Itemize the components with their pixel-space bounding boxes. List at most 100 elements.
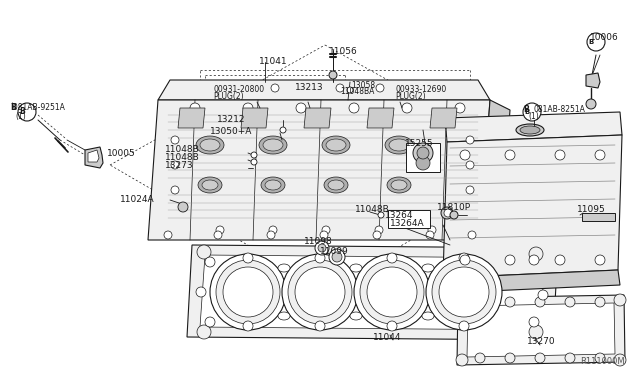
Circle shape	[413, 143, 433, 163]
Text: 11048B: 11048B	[165, 154, 200, 163]
Circle shape	[586, 99, 596, 109]
Circle shape	[441, 207, 453, 219]
Circle shape	[329, 249, 345, 265]
Circle shape	[535, 297, 545, 307]
Ellipse shape	[385, 136, 413, 154]
Text: 13058: 13058	[351, 81, 375, 90]
Circle shape	[614, 294, 626, 306]
Ellipse shape	[263, 139, 283, 151]
Circle shape	[475, 353, 485, 363]
Polygon shape	[200, 255, 545, 330]
Circle shape	[171, 136, 179, 144]
Text: B: B	[10, 103, 16, 112]
Circle shape	[428, 226, 436, 234]
Polygon shape	[148, 100, 490, 240]
Circle shape	[196, 287, 206, 297]
Polygon shape	[187, 245, 558, 340]
Circle shape	[565, 297, 575, 307]
Polygon shape	[430, 108, 457, 128]
Circle shape	[347, 87, 353, 93]
Text: (1): (1)	[15, 112, 26, 121]
Circle shape	[460, 255, 470, 265]
Circle shape	[466, 186, 474, 194]
Circle shape	[18, 103, 36, 121]
Circle shape	[595, 297, 605, 307]
Ellipse shape	[324, 177, 348, 193]
Circle shape	[171, 186, 179, 194]
Circle shape	[288, 260, 352, 324]
Text: B: B	[524, 109, 530, 115]
Circle shape	[416, 156, 430, 170]
Polygon shape	[586, 73, 600, 88]
Text: 00933-12690: 00933-12690	[395, 86, 446, 94]
Circle shape	[426, 231, 434, 239]
Polygon shape	[88, 150, 99, 162]
Circle shape	[329, 71, 337, 79]
Circle shape	[315, 253, 325, 263]
Text: ´081AB-9251A: ´081AB-9251A	[10, 103, 66, 112]
Circle shape	[460, 150, 470, 160]
Circle shape	[375, 226, 383, 234]
Circle shape	[296, 103, 306, 113]
Text: 11048B: 11048B	[165, 145, 200, 154]
Circle shape	[197, 325, 211, 339]
Ellipse shape	[198, 177, 222, 193]
Circle shape	[267, 231, 275, 239]
Ellipse shape	[389, 139, 409, 151]
Circle shape	[535, 353, 545, 363]
Text: 11041: 11041	[259, 58, 287, 67]
Circle shape	[251, 152, 257, 158]
Text: 11048B: 11048B	[355, 205, 390, 215]
Text: 00931-20800: 00931-20800	[213, 86, 264, 94]
Circle shape	[320, 231, 328, 239]
Circle shape	[378, 212, 384, 218]
Circle shape	[280, 127, 286, 133]
Circle shape	[332, 252, 342, 262]
Circle shape	[223, 267, 273, 317]
Circle shape	[402, 103, 412, 113]
Ellipse shape	[350, 312, 362, 320]
Circle shape	[387, 321, 397, 331]
Ellipse shape	[261, 177, 285, 193]
Polygon shape	[480, 100, 510, 250]
Circle shape	[529, 247, 543, 261]
Text: PLUG(2): PLUG(2)	[213, 93, 244, 102]
Circle shape	[417, 147, 429, 159]
Circle shape	[315, 321, 325, 331]
Circle shape	[450, 211, 458, 219]
Circle shape	[444, 209, 452, 217]
Circle shape	[456, 296, 468, 308]
Ellipse shape	[422, 312, 434, 320]
Text: R111000M: R111000M	[580, 357, 625, 366]
Text: 11044: 11044	[373, 333, 401, 341]
Circle shape	[565, 353, 575, 363]
Ellipse shape	[422, 264, 434, 272]
Text: 11098: 11098	[304, 237, 333, 247]
Ellipse shape	[202, 180, 218, 190]
Circle shape	[387, 253, 397, 263]
Circle shape	[205, 257, 215, 267]
Circle shape	[595, 150, 605, 160]
Text: 11024A: 11024A	[120, 196, 155, 205]
Circle shape	[505, 353, 515, 363]
Circle shape	[295, 267, 345, 317]
Polygon shape	[443, 270, 620, 293]
Circle shape	[216, 226, 224, 234]
Polygon shape	[178, 108, 205, 128]
Polygon shape	[445, 112, 622, 142]
Circle shape	[505, 255, 515, 265]
Circle shape	[595, 353, 605, 363]
Polygon shape	[582, 213, 615, 221]
Text: 13270: 13270	[527, 337, 556, 346]
Polygon shape	[367, 108, 394, 128]
Text: 11095: 11095	[577, 205, 605, 215]
Circle shape	[529, 325, 543, 339]
Circle shape	[587, 33, 605, 51]
Circle shape	[178, 202, 188, 212]
Circle shape	[322, 226, 330, 234]
Circle shape	[459, 253, 469, 263]
Polygon shape	[158, 80, 490, 100]
Circle shape	[336, 84, 344, 92]
Ellipse shape	[350, 264, 362, 272]
Circle shape	[456, 354, 468, 366]
